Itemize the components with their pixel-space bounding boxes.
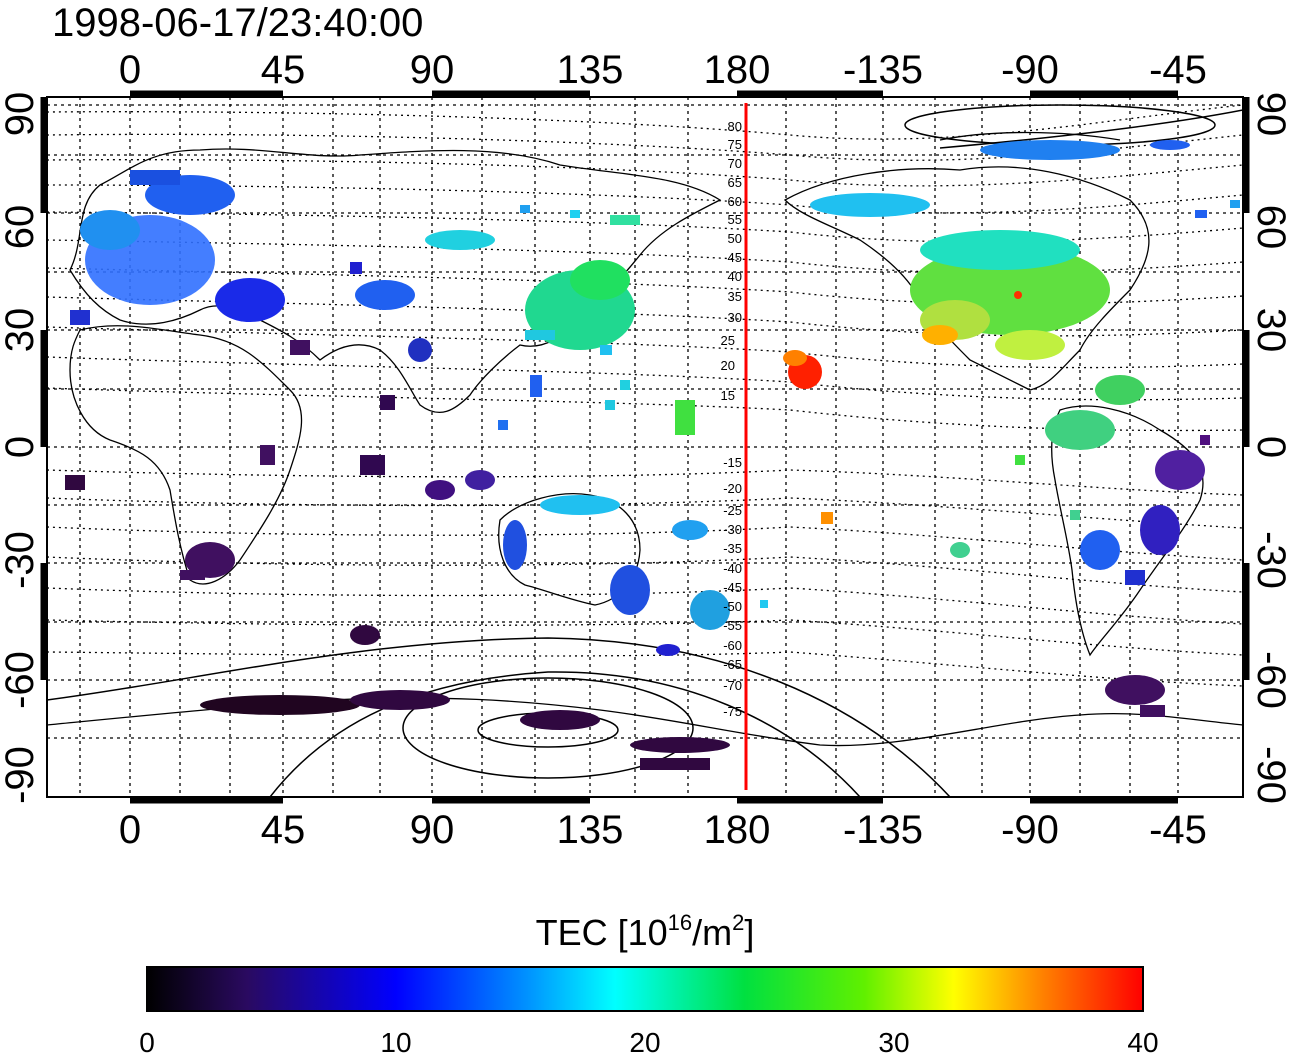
mlat-label: 45 [728, 250, 742, 265]
lat-tick: 30 [1249, 308, 1292, 353]
mlat-labels: 80 75 70 65 60 55 50 45 40 35 30 25 20 1… [721, 119, 742, 719]
mlat-label: 75 [728, 137, 742, 152]
tec-scatter [350, 200, 1240, 608]
lon-tick: 45 [261, 808, 306, 852]
mlat-label: 30 [728, 310, 742, 325]
lat-tick: 0 [0, 436, 42, 458]
lon-tick: 90 [410, 48, 455, 92]
mlat-label: -25 [723, 503, 742, 518]
colorbar-tick: 40 [1127, 1027, 1158, 1057]
lon-tick: -45 [1149, 48, 1207, 92]
mlat-label: 55 [728, 212, 742, 227]
mlat-label: 60 [728, 194, 742, 209]
tec-region-hawaii [783, 350, 833, 524]
colorbar-tick: 20 [629, 1027, 660, 1057]
mlat-label: 20 [721, 358, 735, 373]
mlat-label: -55 [723, 618, 742, 633]
lat-tick: 60 [1249, 205, 1292, 250]
lat-tick: -30 [1249, 531, 1292, 589]
lat-tick: -60 [0, 651, 42, 709]
tec-region-south-america [950, 375, 1205, 585]
mlat-label: -75 [723, 704, 742, 719]
lat-tick: -60 [1249, 651, 1292, 709]
mlat-label: -65 [723, 657, 742, 672]
lon-tick: -135 [843, 48, 923, 92]
lat-tick: 90 [1249, 92, 1292, 137]
lon-tick: 0 [119, 48, 141, 92]
lat-tick: 60 [0, 205, 42, 250]
lon-tick: -45 [1149, 808, 1207, 852]
mlat-label: -15 [723, 455, 742, 470]
tec-region-antarctica [200, 625, 1165, 770]
lat-tick: 90 [0, 92, 42, 137]
mlat-label: 40 [728, 269, 742, 284]
tec-region-europe [70, 170, 432, 362]
mlat-label: -50 [723, 599, 742, 614]
mlat-label: -20 [723, 481, 742, 496]
lat-tick: -90 [1249, 746, 1292, 804]
mlat-label: 50 [728, 231, 742, 246]
polar-contours [47, 104, 1243, 797]
mlat-label: 65 [728, 175, 742, 190]
mlat-label: 70 [728, 156, 742, 171]
colorbar-ticks: 0 10 20 30 40 [139, 1027, 1158, 1057]
mlat-label: 35 [728, 289, 742, 304]
lat-tick: -30 [0, 531, 42, 589]
bottom-lon-ticks: 0 45 90 135 180 -135 -90 -45 [119, 808, 1207, 852]
colorbar [146, 966, 1144, 1012]
graticule [47, 97, 1243, 797]
left-lat-ticks: 90 60 30 0 -30 -60 -90 [0, 92, 42, 804]
tec-data [65, 140, 1240, 770]
tec-region-oceania [425, 470, 730, 656]
colorbar-label: TEC [1016/m2] [536, 910, 755, 953]
tec-region-north-america [810, 140, 1190, 360]
lon-tick: 45 [261, 48, 306, 92]
lon-tick: -90 [1001, 808, 1059, 852]
mlat-label: 15 [721, 388, 735, 403]
lon-tick: 90 [410, 808, 455, 852]
right-lat-ticks: 90 60 30 0 -30 -60 -90 [1249, 92, 1292, 804]
lon-tick: 0 [119, 808, 141, 852]
mlat-label: -60 [723, 638, 742, 653]
lon-tick: 180 [704, 48, 771, 92]
lon-tick: 135 [557, 808, 624, 852]
lat-tick: 30 [0, 308, 42, 353]
lat-tick: 0 [1249, 436, 1292, 458]
top-lon-ticks: 0 45 90 135 180 -135 -90 -45 [119, 48, 1207, 92]
tec-region-asia [425, 215, 695, 435]
mlat-label: 80 [728, 119, 742, 134]
colorbar-tick: 30 [878, 1027, 909, 1057]
mlat-label: -35 [723, 541, 742, 556]
lon-tick: -135 [843, 808, 923, 852]
lat-tick: -90 [0, 746, 42, 804]
mlat-label: -70 [723, 678, 742, 693]
timestamp: 1998-06-17/23:40:00 [52, 1, 423, 45]
mlat-label: -30 [723, 522, 742, 537]
mlat-label: -45 [723, 580, 742, 595]
lon-tick: 180 [704, 808, 771, 852]
colorbar-tick: 10 [380, 1027, 411, 1057]
mlat-label: 25 [721, 333, 735, 348]
mlat-label: -40 [723, 561, 742, 576]
lon-tick: -90 [1001, 48, 1059, 92]
tec-region-africa [65, 340, 395, 580]
lon-tick: 135 [557, 48, 624, 92]
colorbar-tick: 0 [139, 1027, 155, 1057]
